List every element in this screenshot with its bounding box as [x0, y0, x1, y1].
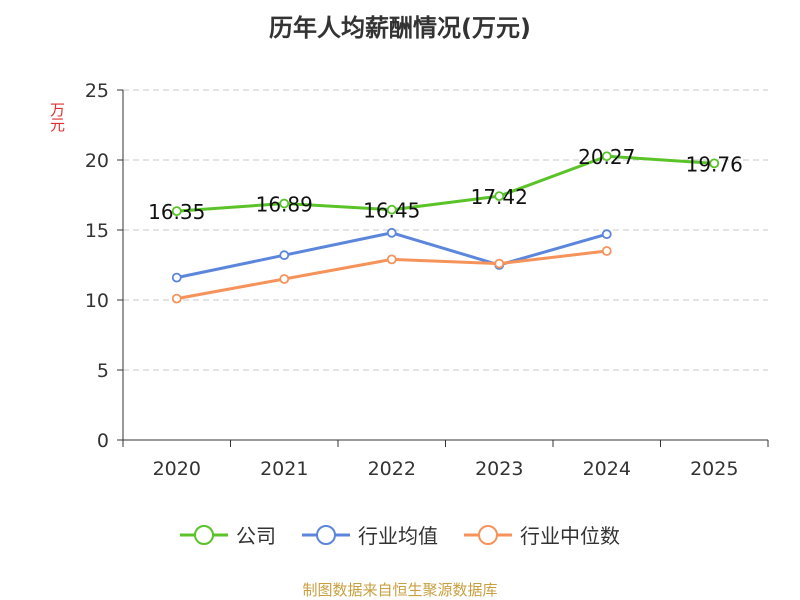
- data-point-2: [171, 293, 182, 304]
- gridlines: [123, 89, 768, 371]
- data-label: 16.35: [148, 200, 205, 224]
- data-point-0: [279, 198, 290, 209]
- y-tick-label: 10: [85, 290, 109, 312]
- data-point-2: [601, 246, 612, 256]
- data-label: 20.27: [578, 145, 635, 169]
- data-point-2: [386, 254, 397, 265]
- data-point-0: [494, 191, 505, 202]
- legend-item-1[interactable]: 行业均值: [302, 520, 438, 549]
- data-point-1: [386, 227, 397, 238]
- x-tick-label: 2021: [260, 458, 308, 480]
- chart-title: 历年人均薪酬情况(万元): [269, 14, 531, 42]
- legend-item-2[interactable]: 行业中位数: [464, 520, 620, 549]
- y-axis-unit-label: 万元: [48, 102, 66, 132]
- series-lines: [171, 151, 720, 304]
- data-point-0: [171, 206, 182, 217]
- legend: 公司 行业均值 行业中位数: [0, 520, 800, 549]
- y-tick-label: 25: [85, 80, 109, 102]
- y-tick-label: 0: [97, 430, 109, 452]
- data-point-2: [494, 258, 505, 269]
- x-tick-label: 2020: [153, 458, 201, 480]
- legend-item-0[interactable]: 公司: [180, 520, 276, 549]
- y-tick-label: 20: [85, 150, 109, 172]
- y-tick-label: 15: [85, 220, 109, 242]
- data-point-0: [386, 204, 397, 215]
- legend-label: 公司: [236, 524, 276, 548]
- source-note: 制图数据来自恒生聚源数据库: [302, 581, 498, 599]
- x-tick-label: 2022: [368, 458, 416, 480]
- legend-label: 行业中位数: [520, 524, 620, 548]
- data-label: 19.76: [686, 152, 743, 176]
- data-labels: 16.35 16.89 16.45 17.42 20.27 19.76: [148, 145, 743, 224]
- data-point-1: [601, 229, 612, 240]
- data-label: 16.45: [363, 199, 420, 223]
- data-point-0: [601, 151, 612, 162]
- legend-swatch: [302, 524, 350, 545]
- data-label: 17.42: [471, 185, 528, 209]
- data-point-1: [171, 272, 182, 283]
- legend-label: 行业均值: [358, 524, 438, 548]
- data-point-0: [709, 158, 720, 169]
- legend-swatch: [464, 524, 512, 545]
- x-tick-label: 2025: [690, 458, 738, 480]
- x-tick-label: 2024: [583, 458, 631, 480]
- legend-swatch: [180, 524, 228, 545]
- data-point-2: [279, 274, 290, 284]
- y-tick-label: 5: [97, 360, 109, 382]
- series-line-0: [176, 154, 715, 213]
- data-point-1: [279, 250, 290, 261]
- x-tick-label: 2023: [475, 458, 523, 480]
- data-label: 16.89: [256, 193, 313, 217]
